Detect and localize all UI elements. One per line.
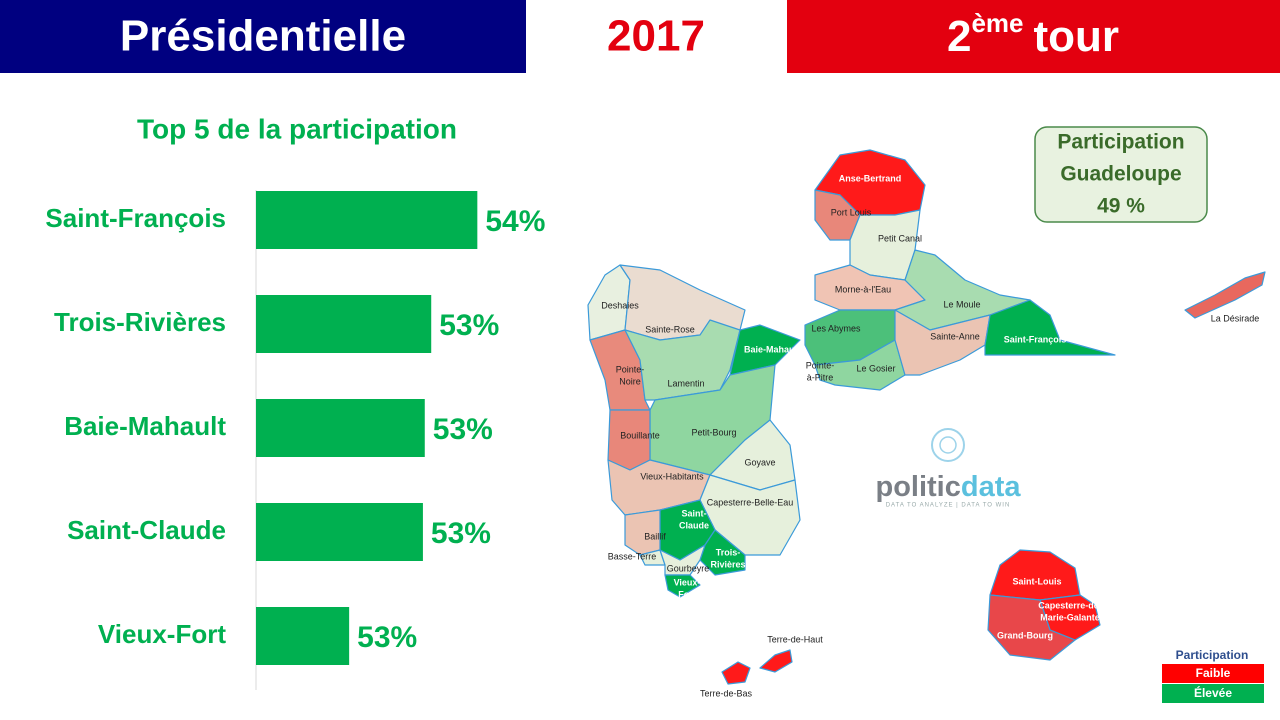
summary-box (1034, 126, 1208, 223)
map-label: Pointe- (806, 360, 835, 370)
logo: politicdata DATA TO ANALYZE | DATA TO WI… (875, 428, 1021, 509)
value-label: 53% (431, 517, 491, 550)
map-label: Vieux- (674, 577, 701, 587)
region (814, 339, 906, 391)
map-label: Noire (619, 376, 641, 386)
map-label: Bouillante (620, 430, 660, 440)
header-left (0, 0, 526, 73)
logo-part: politic (875, 471, 960, 503)
map-label: Petit-Bourg (691, 427, 736, 437)
header-year: 2017 (607, 12, 705, 61)
map: Anse-Bertrand Port Louis Petit Canal Morne-… (587, 149, 1266, 698)
category-label: Vieux-Fort (98, 619, 226, 649)
map-label: Terre-de-Haut (767, 634, 823, 644)
value-label: 53% (357, 621, 417, 654)
round-number: 2 (947, 12, 971, 61)
region (894, 309, 991, 376)
map-label: Baie-Mahault (744, 344, 800, 354)
map-label: La Désirade (1211, 313, 1260, 323)
map-label: Capesterre-de- (1038, 600, 1102, 610)
region (721, 661, 751, 685)
logo-text: politicdata (875, 471, 1021, 503)
map-label: Morne-à-l'Eau (835, 284, 891, 294)
logo-icon (931, 428, 965, 462)
round-sup: ème (971, 8, 1023, 38)
map-label: Les Abymes (811, 323, 861, 333)
map-label: Saint-François (1004, 334, 1067, 344)
map-label: Marie-Galante (1040, 612, 1100, 622)
value-label: 54% (485, 205, 545, 238)
header-round: 2ème tour (947, 8, 1119, 61)
map-label: Deshaies (601, 300, 639, 310)
map-label: Goyave (744, 457, 775, 467)
map-label: Saint-Louis (1013, 576, 1062, 586)
map-label: Pointe- (616, 364, 645, 374)
region (987, 594, 1076, 661)
map-label: Capesterre-Belle-Eau (707, 497, 794, 507)
round-word: tour (1034, 12, 1120, 61)
map-label: Petit Canal (878, 233, 922, 243)
region (1184, 271, 1266, 319)
map-label: Grand-Bourg (997, 630, 1053, 640)
summary-label: Participation (1057, 131, 1184, 154)
category-label: Saint-François (45, 203, 226, 233)
map-label: Gourbeyre (667, 563, 710, 573)
region (624, 319, 741, 401)
summary-value: 49 % (1097, 195, 1145, 218)
map-label: Claude (679, 520, 709, 530)
bar (256, 607, 350, 665)
map-label: Fort (678, 589, 696, 599)
header-title: Présidentielle (120, 12, 406, 61)
legend-title: Participation (1176, 648, 1249, 662)
legend-swatch (1162, 684, 1264, 703)
logo-tagline: DATA TO ANALYZE | DATA TO WIN (886, 503, 1011, 509)
legend-item: Faible (1196, 666, 1231, 680)
map-label: Port Louis (831, 207, 872, 217)
legend-item: Élevée (1194, 685, 1232, 700)
header-right (787, 0, 1280, 73)
region (759, 649, 793, 673)
value-label: 53% (433, 413, 493, 446)
category-label: Saint-Claude (67, 515, 226, 545)
chart-title: Top 5 de la participation (137, 113, 457, 144)
category-label: Baie-Mahault (64, 411, 226, 441)
map-label: à-Pitre (807, 372, 834, 382)
logo-icon (939, 436, 957, 454)
map-label: Anse-Bertrand (839, 173, 902, 183)
region (729, 324, 801, 376)
map-label: Vieux-Habitants (640, 471, 704, 481)
map-label: Le Gosier (856, 363, 895, 373)
map-label: Sainte-Anne (930, 331, 980, 341)
map-label: Lamentin (667, 378, 704, 388)
legend-swatch (1162, 664, 1264, 683)
bar (256, 503, 423, 561)
region (664, 574, 701, 598)
map-label: Rivières (710, 559, 745, 569)
value-label: 53% (439, 309, 499, 342)
bar (256, 191, 478, 249)
summary-label: Guadeloupe (1060, 163, 1181, 186)
map-label: Sainte-Rose (645, 324, 695, 334)
logo-part: data (961, 471, 1022, 503)
map-label: Trois- (716, 547, 741, 557)
bar (256, 295, 432, 353)
region (984, 299, 1116, 356)
map-label: Basse-Terre (608, 551, 657, 561)
map-label: Le Moule (943, 299, 980, 309)
map-label: Terre-de-Bas (700, 688, 753, 698)
map-label: Baillif (644, 531, 666, 541)
category-label: Trois-Rivières (54, 307, 226, 337)
region (659, 544, 706, 576)
map-label: Saint- (681, 508, 706, 518)
bar (256, 399, 425, 457)
